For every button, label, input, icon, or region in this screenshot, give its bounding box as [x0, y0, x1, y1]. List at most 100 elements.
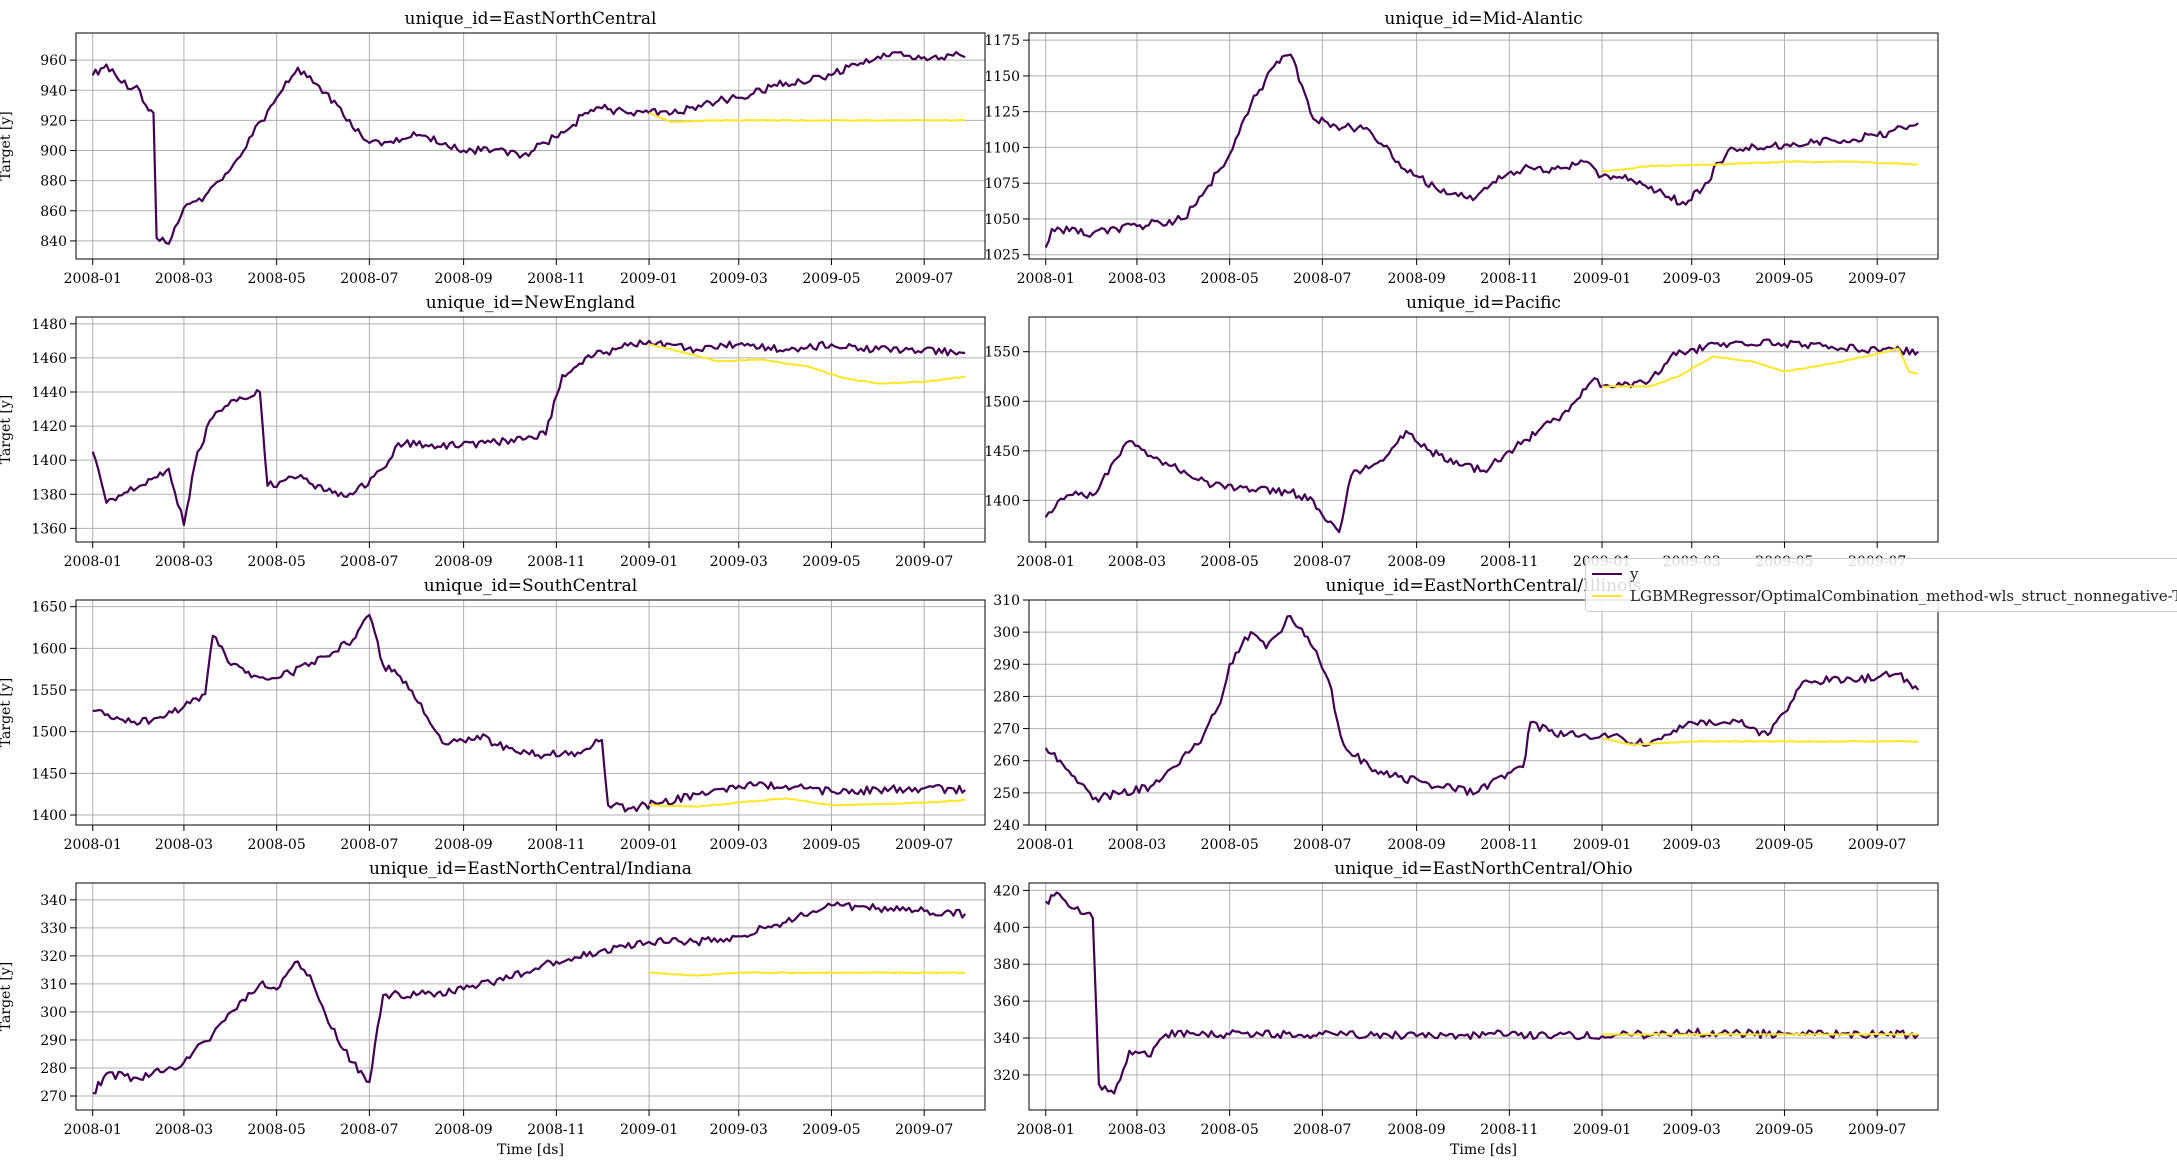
- series-line-y: [1044, 338, 1919, 534]
- y-tick-label: 1400: [984, 493, 1020, 509]
- legend-swatch-forecast: [1592, 595, 1622, 597]
- x-tick-label: 2008-11: [1480, 837, 1538, 853]
- y-tick-label: 1460: [31, 351, 67, 367]
- x-tick-label: 2008-07: [340, 1122, 398, 1138]
- legend-entry-forecast: LGBMRegressor/OptimalCombination_method-…: [1592, 585, 2177, 607]
- x-tick-label: 2008-03: [1108, 271, 1166, 287]
- y-tick-label: 1075: [984, 176, 1020, 192]
- y-tick-label: 1480: [31, 317, 67, 333]
- x-tick-label: 2009-03: [1663, 837, 1721, 853]
- y-tick-label: 250: [993, 786, 1020, 802]
- y-tick-label: 960: [40, 53, 67, 69]
- y-axis-label: Target [y]: [0, 395, 14, 464]
- y-tick-label: 300: [993, 625, 1020, 641]
- x-tick-label: 2009-07: [1848, 837, 1906, 853]
- x-tick-label: 2008-07: [1293, 554, 1351, 570]
- x-tick-label: 2009-05: [1755, 837, 1813, 853]
- series-line-forecast: [1601, 737, 1919, 746]
- x-tick-label: 2009-03: [710, 1122, 768, 1138]
- y-tick-label: 290: [993, 657, 1020, 673]
- y-tick-label: 260: [993, 754, 1020, 770]
- x-tick-label: 2009-01: [620, 554, 678, 570]
- legend-label: y: [1630, 565, 1639, 583]
- x-tick-label: 2008-03: [1108, 554, 1166, 570]
- y-tick-label: 840: [40, 234, 67, 250]
- x-tick-label: 2008-01: [1017, 1122, 1075, 1138]
- legend-label: LGBMRegressor/OptimalCombination_method-…: [1630, 587, 2177, 605]
- y-tick-label: 1400: [31, 453, 67, 469]
- x-tick-label: 2008-11: [1480, 554, 1538, 570]
- y-tick-label: 240: [993, 818, 1020, 834]
- y-tick-label: 1450: [31, 766, 67, 782]
- x-tick-label: 2008-03: [155, 837, 213, 853]
- y-tick-label: 1175: [984, 33, 1020, 49]
- x-tick-label: 2008-05: [248, 1122, 306, 1138]
- y-tick-label: 400: [993, 920, 1020, 936]
- x-tick-label: 2008-11: [1480, 271, 1538, 287]
- y-tick-label: 1150: [984, 69, 1020, 85]
- x-tick-label: 2008-09: [435, 1122, 493, 1138]
- x-tick-label: 2008-09: [435, 554, 493, 570]
- x-tick-label: 2008-07: [1293, 271, 1351, 287]
- axes-frame: [75, 316, 986, 543]
- x-tick-label: 2008-07: [340, 271, 398, 287]
- y-tick-label: 280: [40, 1061, 67, 1077]
- x-tick-label: 2009-05: [802, 271, 860, 287]
- y-axis-label: Target [y]: [0, 678, 14, 747]
- x-tick-label: 2009-07: [1848, 1122, 1906, 1138]
- y-tick-label: 940: [40, 83, 67, 99]
- x-tick-label: 2008-07: [340, 554, 398, 570]
- panel-title: unique_id=SouthCentral: [424, 576, 637, 596]
- y-tick-label: 420: [993, 883, 1020, 899]
- x-tick-label: 2009-07: [895, 1122, 953, 1138]
- panel-title: unique_id=Mid-Alantic: [1384, 9, 1582, 29]
- y-tick-label: 340: [40, 893, 67, 909]
- y-tick-label: 900: [40, 144, 67, 160]
- panel-title: unique_id=Pacific: [1406, 293, 1561, 313]
- series-line-forecast: [649, 797, 966, 808]
- x-tick-label: 2008-09: [1388, 837, 1446, 853]
- y-tick-label: 1050: [984, 212, 1020, 228]
- y-tick-label: 320: [40, 949, 67, 965]
- y-tick-label: 310: [993, 593, 1020, 609]
- x-tick-label: 2009-05: [802, 1122, 860, 1138]
- x-tick-label: 2009-05: [802, 837, 860, 853]
- legend-swatch-y: [1592, 573, 1622, 575]
- y-tick-label: 300: [40, 1005, 67, 1021]
- axes-frame: [1028, 882, 1939, 1111]
- y-tick-label: 1550: [984, 345, 1020, 361]
- x-axis-label: Time [ds]: [1450, 1142, 1517, 1158]
- axes-frame: [75, 882, 986, 1111]
- x-tick-label: 2009-03: [710, 554, 768, 570]
- x-tick-label: 2008-05: [1201, 1122, 1259, 1138]
- x-tick-label: 2008-03: [155, 1122, 213, 1138]
- x-tick-label: 2009-03: [1663, 271, 1721, 287]
- x-tick-label: 2009-03: [710, 837, 768, 853]
- y-tick-label: 1450: [984, 444, 1020, 460]
- x-tick-label: 2009-05: [1755, 271, 1813, 287]
- series-line-y: [1045, 891, 1920, 1095]
- series-line-y: [91, 50, 966, 245]
- axes-frame: [1028, 316, 1939, 543]
- x-tick-label: 2009-07: [1848, 271, 1906, 287]
- x-tick-label: 2008-09: [435, 271, 493, 287]
- x-tick-label: 2009-07: [895, 837, 953, 853]
- x-tick-label: 2008-01: [64, 554, 122, 570]
- y-tick-label: 920: [40, 113, 67, 129]
- x-tick-label: 2008-03: [1108, 837, 1166, 853]
- x-tick-label: 2008-01: [1017, 554, 1075, 570]
- x-tick-label: 2009-05: [802, 554, 860, 570]
- y-tick-label: 860: [40, 204, 67, 220]
- y-tick-label: 1650: [31, 600, 67, 616]
- y-tick-label: 280: [993, 689, 1020, 705]
- axes-frame: [1028, 32, 1939, 260]
- x-tick-label: 2008-09: [1388, 1122, 1446, 1138]
- y-tick-label: 360: [993, 994, 1020, 1010]
- x-tick-label: 2009-01: [620, 271, 678, 287]
- y-tick-label: 340: [993, 1031, 1020, 1047]
- series-line-forecast: [1601, 160, 1919, 173]
- y-tick-label: 330: [40, 921, 67, 937]
- panel-title: unique_id=EastNorthCentral/Illinois: [1325, 576, 1641, 596]
- series-line-y: [1044, 614, 1920, 803]
